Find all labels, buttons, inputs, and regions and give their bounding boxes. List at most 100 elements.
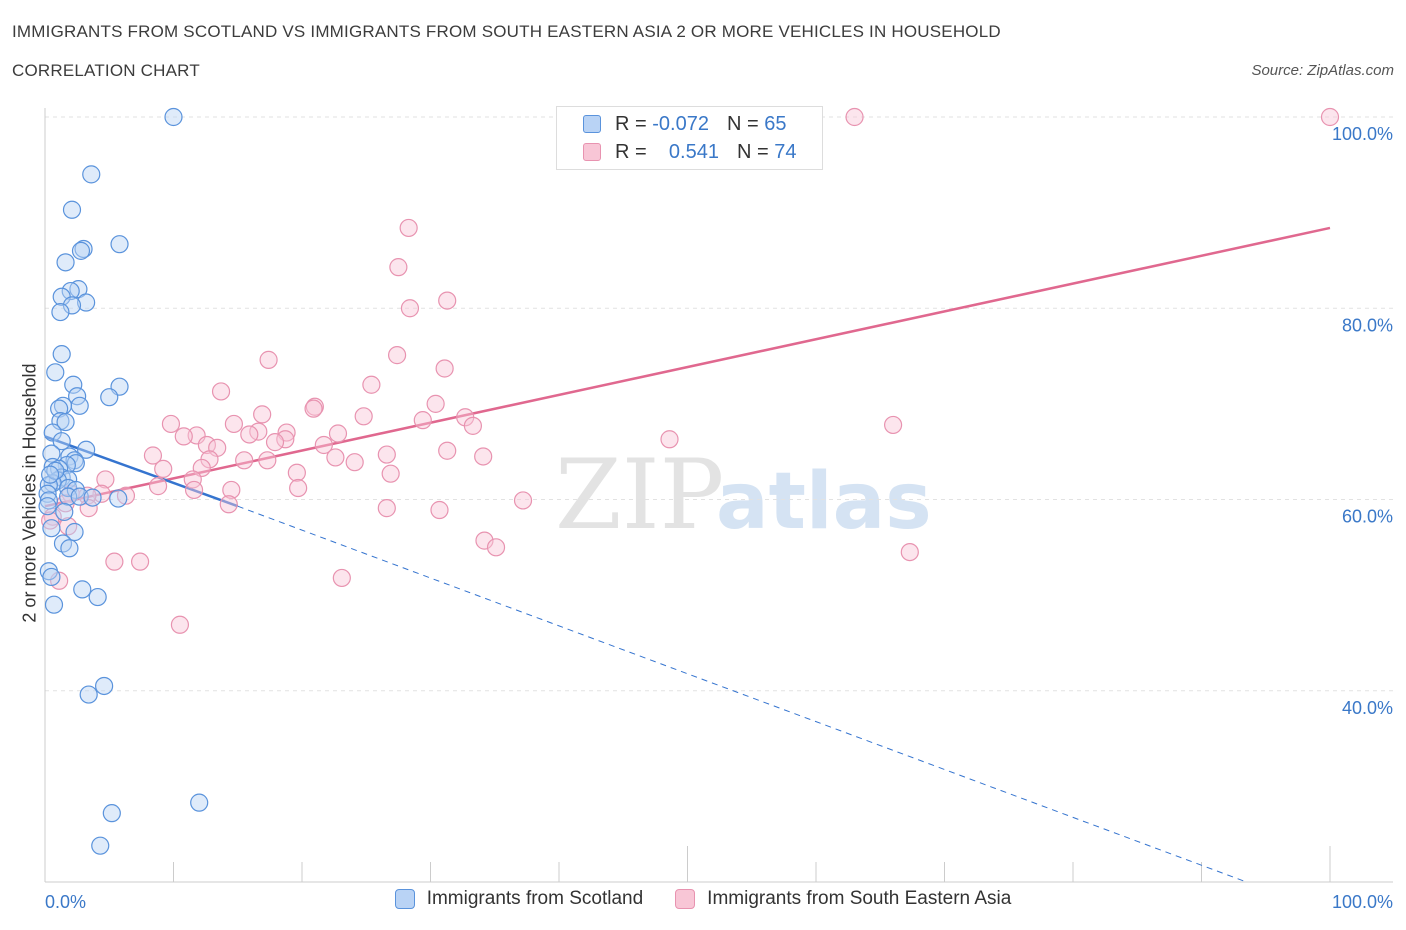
legend-swatch-scotland (394, 889, 415, 909)
scotland-point (102, 804, 121, 823)
sea-point (438, 291, 457, 310)
sea-point (235, 451, 254, 470)
scotland-point (109, 489, 128, 508)
watermark-atlas: atlas (716, 457, 932, 547)
legend-row-scotland: R = -0.072 N = 65 (583, 111, 786, 137)
sea-point (130, 552, 150, 571)
sea-point (211, 382, 231, 401)
watermark: ZIP atlas (555, 439, 932, 551)
scotland-point (38, 484, 57, 503)
legend-r-label: R = (615, 112, 647, 135)
scotland-point (64, 375, 83, 394)
sea-point (513, 491, 533, 510)
scotland-point (66, 454, 85, 473)
scotland-point (70, 396, 89, 415)
scotland-point (79, 685, 98, 704)
sea-point (105, 552, 124, 571)
legend-swatch-scotland (583, 115, 601, 133)
scotland-point (73, 580, 92, 599)
scotland-point (62, 296, 82, 315)
x-tick-label: 0.0% (45, 892, 86, 912)
scotland-point (71, 241, 91, 260)
legend-item-scotland[interactable]: Immigrants from Scotland (394, 888, 644, 910)
legend-swatch-sea (675, 889, 696, 909)
legend-n-value: 74 (774, 140, 797, 163)
sea-point (900, 542, 919, 562)
sea-point (170, 615, 190, 634)
scotland-point (41, 465, 60, 484)
sea-point (435, 359, 454, 378)
legend-item-sea[interactable]: Immigrants from South Eastern Asia (675, 888, 1011, 910)
scotland-point (70, 487, 89, 506)
sea-point (154, 459, 173, 478)
sea-point (287, 463, 306, 482)
sea-point (197, 435, 217, 455)
y-tick-label: 100.0% (1332, 124, 1393, 144)
sea-point (381, 464, 400, 483)
legend-r-label: R = (615, 140, 647, 163)
sea-point (389, 258, 408, 277)
sea-point (387, 346, 407, 365)
scotland-point (52, 345, 71, 364)
sea-point (304, 399, 323, 418)
series-legend: Immigrants from Scotland Immigrants from… (0, 888, 1406, 910)
sea-point (332, 568, 351, 588)
sea-point (219, 495, 238, 514)
sea-point (222, 480, 241, 500)
legend-swatch-sea (583, 143, 601, 161)
sea-point (438, 441, 457, 460)
scotland-point (74, 239, 93, 259)
scotland-point (39, 491, 58, 510)
scotland-point (77, 293, 96, 312)
legend-label-sea: Immigrants from South Eastern Asia (707, 888, 1012, 909)
trendlines (44, 226, 1331, 883)
y-tick-label: 80.0% (1342, 315, 1393, 335)
sea-point (184, 480, 204, 500)
scotland-point (164, 107, 183, 127)
sea-point (276, 430, 295, 449)
x-tick-label: 100.0% (1332, 892, 1393, 912)
sea-point (314, 435, 333, 455)
sea-point (259, 350, 278, 369)
correlation-legend: R = -0.072 N = 65 R = 0.541 N = 74 (556, 106, 823, 170)
chart-title: IMMIGRANTS FROM SCOTLAND VS IMMIGRANTS F… (12, 22, 1001, 41)
data-points (38, 107, 1340, 855)
sea-point (174, 427, 193, 446)
legend-n-label: N = (726, 112, 759, 135)
sea-point (41, 511, 60, 530)
sea-point (253, 405, 272, 424)
sea-point (289, 478, 308, 498)
sea-point (143, 446, 163, 465)
sea-point (377, 445, 396, 464)
scotland-point (38, 497, 57, 516)
tick-labels: 40.0% 60.0% 80.0% 100.0% 0.0% 100.0% (45, 124, 1393, 912)
watermark-zip: ZIP (555, 439, 724, 551)
sea-point (345, 453, 364, 472)
sea-point (92, 484, 111, 503)
scotland-point (56, 253, 75, 272)
legend-label-scotland: Immigrants from Scotland (426, 888, 644, 909)
sea-point (413, 411, 432, 430)
grid (45, 116, 1393, 692)
sea-point (660, 430, 679, 449)
sea-point (377, 499, 396, 518)
scotland-point (77, 440, 96, 459)
chart-subtitle: CORRELATION CHART (12, 61, 200, 80)
axes (44, 108, 1393, 883)
sea-point (399, 218, 418, 238)
sea-point (328, 424, 348, 443)
sea-point (240, 425, 259, 444)
sea-point (430, 500, 449, 520)
sea-point (475, 531, 494, 550)
scotland-point (83, 488, 102, 507)
sea-point (224, 414, 243, 434)
scotland-point (110, 235, 129, 254)
sea-point (362, 375, 381, 394)
scotland-point (42, 444, 61, 463)
scotland-trendline-extension (237, 505, 1247, 883)
sea-point (845, 107, 864, 127)
scotland-point (91, 836, 110, 855)
y-tick-label: 40.0% (1342, 698, 1393, 718)
sea-point (486, 538, 506, 557)
